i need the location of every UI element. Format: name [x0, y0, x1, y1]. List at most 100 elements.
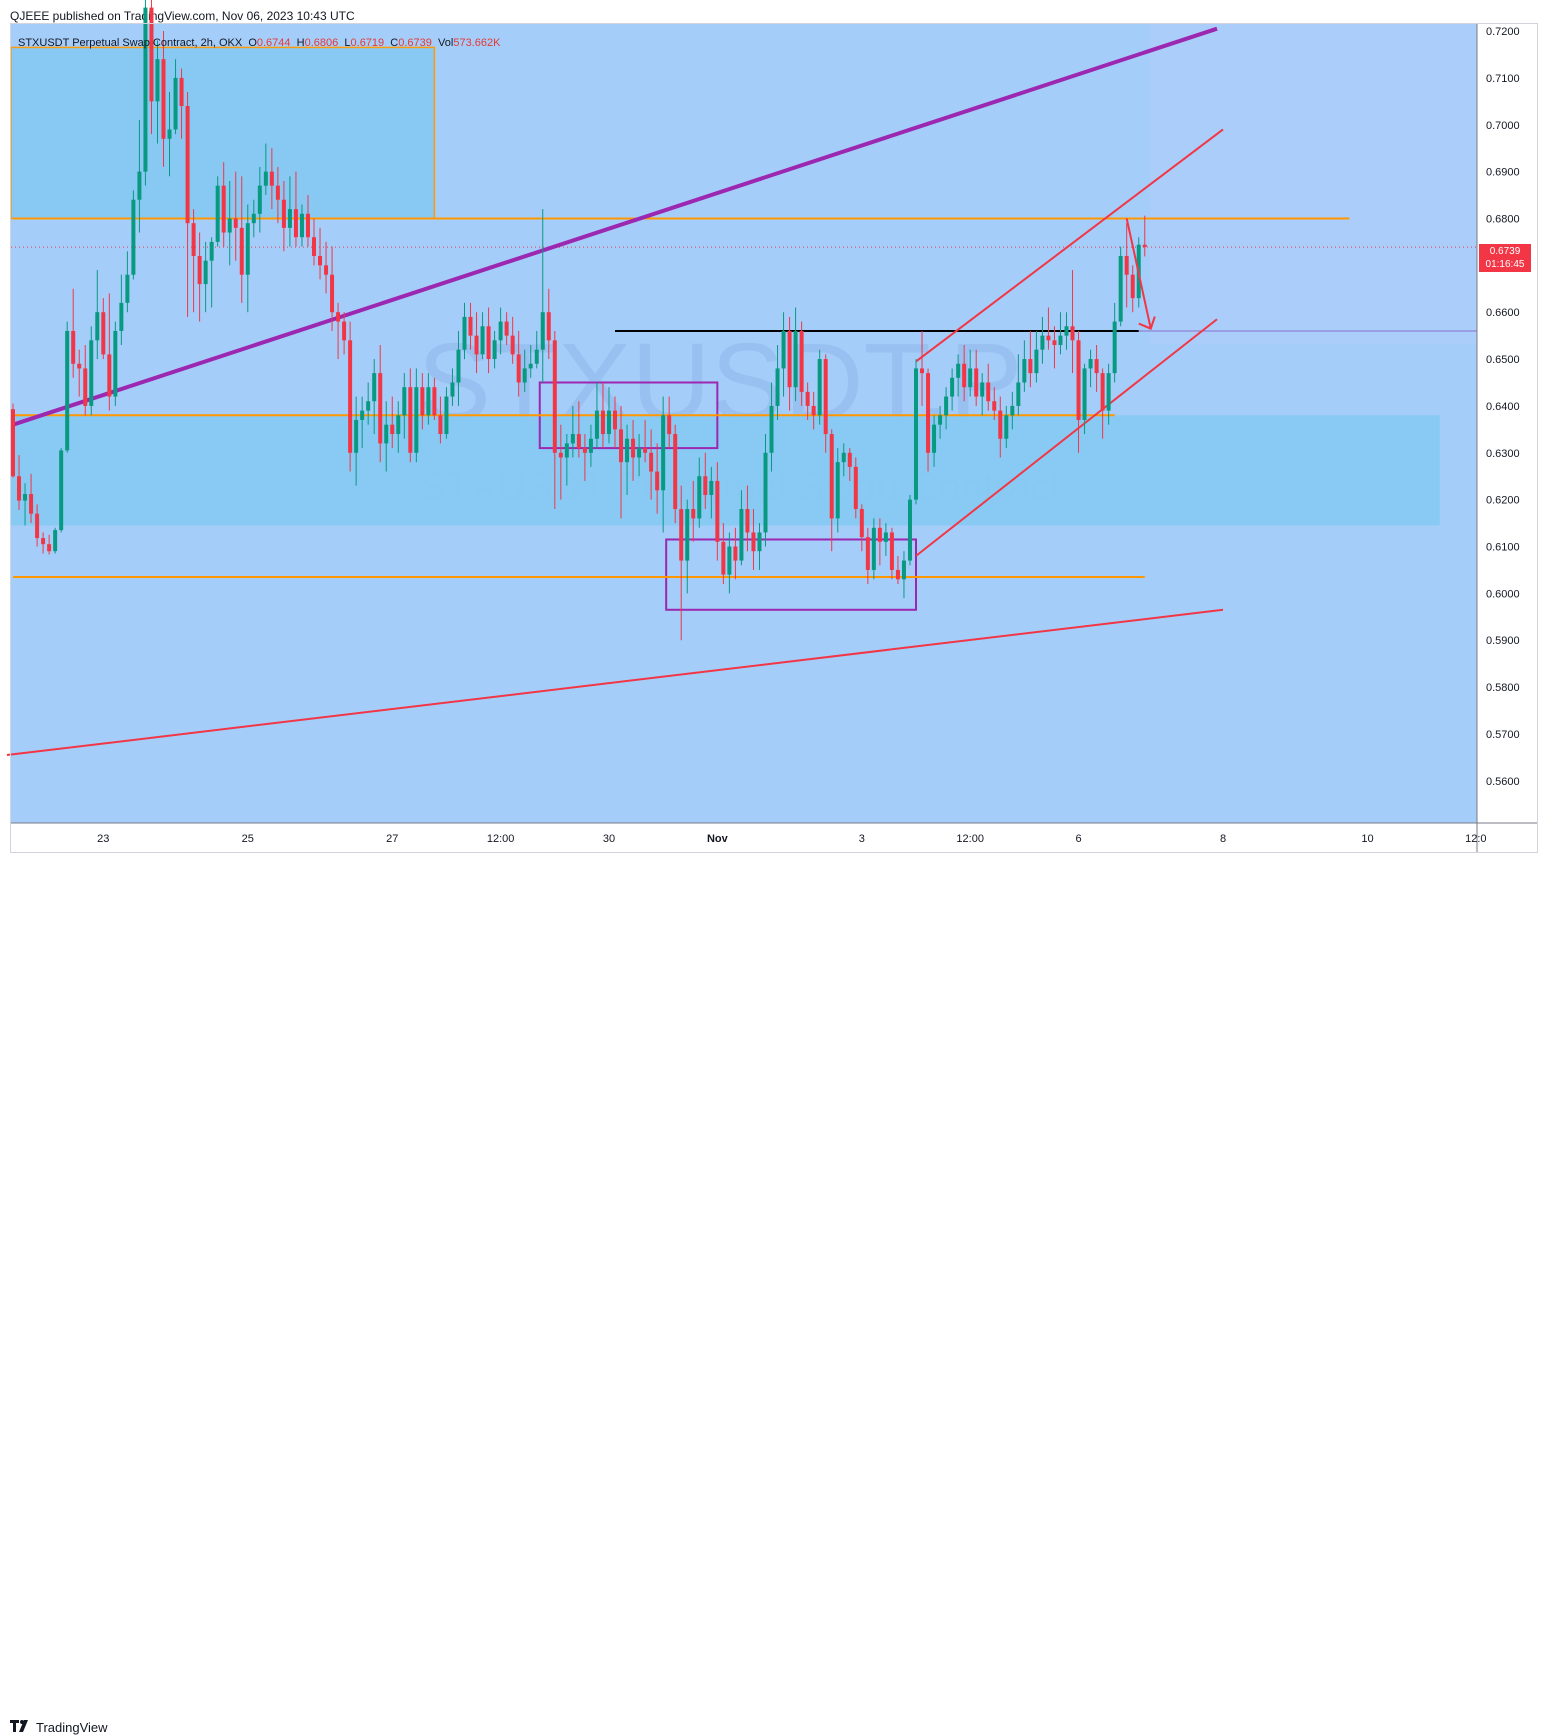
candle-body [540, 312, 545, 350]
candle-body [348, 340, 353, 453]
candle-body [468, 316, 473, 336]
time-tick-label: 6 [1075, 833, 1081, 845]
candle-body [209, 241, 214, 261]
legend-close-label: C [390, 37, 399, 49]
candle-body [426, 387, 431, 416]
candle-body [661, 415, 666, 491]
price-tick-label: 0.6200 [1486, 495, 1520, 507]
candle-body [366, 401, 371, 411]
publisher-line: QJEEE published on TradingView.com, Nov … [10, 9, 355, 23]
candle-body [895, 569, 900, 580]
candle-body [787, 330, 792, 388]
candle-body [251, 213, 256, 224]
chart-svg[interactable]: STXUSDT.PSTXUSDT Perpetual Swap Contract… [0, 0, 1548, 887]
candle-body [53, 530, 58, 552]
candle-body [745, 509, 750, 533]
candle-body [613, 410, 617, 430]
candle-body [733, 546, 738, 561]
candle-body [432, 387, 437, 416]
candle-body [944, 396, 949, 416]
candle-body [763, 452, 768, 533]
candle-body [149, 7, 154, 102]
candle-body [390, 424, 395, 435]
candle-body [1112, 321, 1117, 374]
lower-red-trendline [6, 608, 1224, 757]
candle-body [17, 476, 22, 501]
candle-body [932, 424, 937, 453]
candle-body [1046, 335, 1051, 341]
candle-body [1076, 340, 1081, 420]
time-tick-label: 3 [859, 833, 865, 845]
candle-body [811, 405, 816, 416]
time-tick-label: 23 [97, 833, 109, 845]
candle-body [655, 471, 660, 491]
candle-body [956, 363, 961, 378]
candle-body [576, 434, 581, 449]
candle-body [829, 434, 834, 519]
candle-body [305, 213, 310, 238]
last-price-value: 0.6739 [1489, 246, 1521, 257]
candle-body [83, 368, 88, 406]
candle-body [962, 363, 967, 388]
candle-body [980, 382, 985, 397]
candle-body [119, 302, 124, 331]
candle-body [65, 330, 70, 451]
candle-body [510, 335, 515, 355]
candle-body [227, 218, 232, 233]
candle-body [703, 476, 708, 495]
candle-body [1070, 326, 1075, 341]
candle-body [1016, 382, 1021, 406]
candle-body [709, 480, 714, 495]
candle-body [1064, 326, 1069, 336]
candle-body [1106, 373, 1111, 411]
legend-open-label: O [248, 37, 257, 49]
candle-body [480, 326, 485, 355]
candle-body [107, 354, 112, 397]
candle-body [492, 340, 497, 360]
candle-body [215, 185, 220, 242]
price-tick-label: 0.6300 [1486, 448, 1520, 460]
channel-upper-line [915, 128, 1224, 363]
candle-body [1052, 340, 1057, 346]
tradingview-logo[interactable]: TradingView [10, 1719, 108, 1735]
candle-body [865, 537, 870, 570]
candle-body [950, 377, 955, 397]
candle-body [781, 330, 786, 369]
candle-body [1058, 335, 1063, 346]
last-price-tag: 0.6739 01:16:45 [1479, 244, 1531, 272]
time-tick-label: Nov [707, 833, 729, 845]
candle-body [233, 218, 238, 228]
candle-body [968, 368, 973, 388]
candle-body [697, 476, 702, 519]
candle-body [1130, 274, 1135, 299]
candle-body [823, 359, 828, 435]
candle-body [986, 382, 991, 402]
candle-body [920, 368, 925, 374]
candle-body [1118, 255, 1123, 322]
candle-body [757, 532, 762, 552]
candle-body [558, 452, 563, 458]
candle-body [516, 354, 521, 383]
candle-body [775, 368, 780, 406]
candle-body [11, 409, 15, 477]
candle-body [324, 265, 329, 275]
candle-body [89, 340, 94, 406]
candle-body [522, 368, 527, 383]
candle-body [167, 129, 172, 139]
candle-body [396, 415, 401, 435]
candle-body [71, 330, 76, 364]
candle-body [974, 368, 979, 397]
candle-body [1034, 349, 1039, 374]
candle-body [131, 199, 136, 275]
candle-body [793, 330, 798, 388]
channel-lower-line [915, 318, 1218, 557]
candle-body [570, 434, 575, 444]
candle-body [594, 410, 599, 439]
candle-body [588, 438, 593, 453]
price-tick-label: 0.6900 [1486, 167, 1520, 179]
candle-body [1040, 335, 1045, 350]
candle-body [889, 532, 894, 570]
candle-body [871, 527, 876, 570]
candle-body [336, 312, 341, 322]
legend-volume-label: Vol [438, 37, 454, 49]
